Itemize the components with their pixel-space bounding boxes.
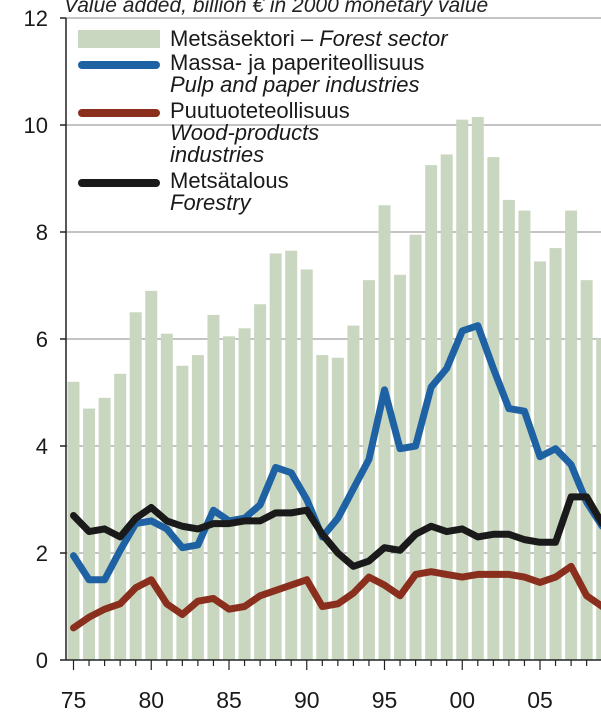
legend-swatch-forest-sector [78,30,160,48]
y-tick-label: 6 [36,327,48,352]
legend-label-forestry: Metsätalous [170,168,289,193]
legend-label-pulp-paper-en: Pulp and paper industries [170,72,420,97]
legend-swatch-wood-products [78,109,160,117]
line-series-group [70,322,601,632]
legend-label-forestry-en: Forestry [170,190,251,215]
x-tick-label: 80 [138,687,164,713]
y-tick-label: 8 [36,220,48,245]
bar-1990 [300,269,313,660]
legend-item-pulp-paper: Massa- ja paperiteollisuus Pulp and pape… [72,52,512,96]
bar-2003 [502,199,515,660]
bar-1987 [254,304,267,660]
bar-2008 [580,280,593,660]
x-tick-label: 95 [372,687,398,713]
x-tick-label: 85 [216,687,242,713]
bar-1989 [285,250,298,660]
x-tick-label: 75 [61,687,87,713]
legend-label-wood-products-en: Wood-products industries [170,120,320,167]
bar-1983 [191,355,204,660]
legend-swatch-forestry [78,179,160,187]
bar-2006 [549,248,562,661]
legend-label-pulp-paper: Massa- ja paperiteollisuus [170,50,425,75]
bar-1981 [160,333,173,660]
x-tick-label: 90 [294,687,320,713]
legend-item-wood-products: Puutuoteteollisuus Wood-products industr… [72,100,512,166]
line-series-0 [70,322,601,584]
chart-legend: Metsäsektori – Forest sector Massa- ja p… [72,28,512,214]
bar-1978 [114,373,127,660]
bar-2009 [596,339,601,660]
y-tick-label: 0 [36,648,48,673]
bar-2000 [456,119,469,660]
bar-1986 [238,328,251,660]
bar-2001 [471,116,484,661]
bar-1985 [223,336,235,660]
y-tick-label: 12 [24,6,48,31]
bar-1975 [67,381,80,660]
axes: 0 2 4 6 8 10 12 75 80 85 90 95 00 05 [24,6,601,713]
bar-1996 [394,274,407,660]
legend-label-wood-products: Puutuoteteollisuus [170,98,350,123]
bar-1982 [176,365,189,660]
legend-label-forest-sector: Metsäsektori [170,26,295,51]
legend-item-forestry: Metsätalous Forestry [72,170,512,214]
x-tick-label: 00 [449,687,475,713]
y-tick-label: 4 [36,434,48,459]
legend-swatch-pulp-paper [78,61,160,69]
x-tick-label: 05 [527,687,553,713]
bar-1992 [331,357,344,660]
bar-2007 [565,210,578,660]
legend-separator: – [294,26,320,51]
bar-2002 [487,157,500,660]
legend-item-forest-sector: Metsäsektori – Forest sector [72,28,512,50]
bar-1999 [440,154,453,661]
bar-1984 [207,314,220,660]
legend-label-forest-sector-en: Forest sector [319,26,448,51]
y-tick-label: 2 [36,541,48,566]
bar-1991 [316,355,329,660]
line-series-2 [70,493,601,570]
y-tick-label: 10 [24,113,48,138]
bar-1998 [425,165,438,660]
bar-1988 [269,253,282,660]
bar-2004 [518,210,531,660]
chart-subtitle: Value added, billion € in 2000 monetary … [64,0,489,16]
bar-1979 [129,312,142,660]
bar-2005 [534,261,546,660]
bar-1980 [145,290,158,660]
line-series-1 [70,562,601,632]
